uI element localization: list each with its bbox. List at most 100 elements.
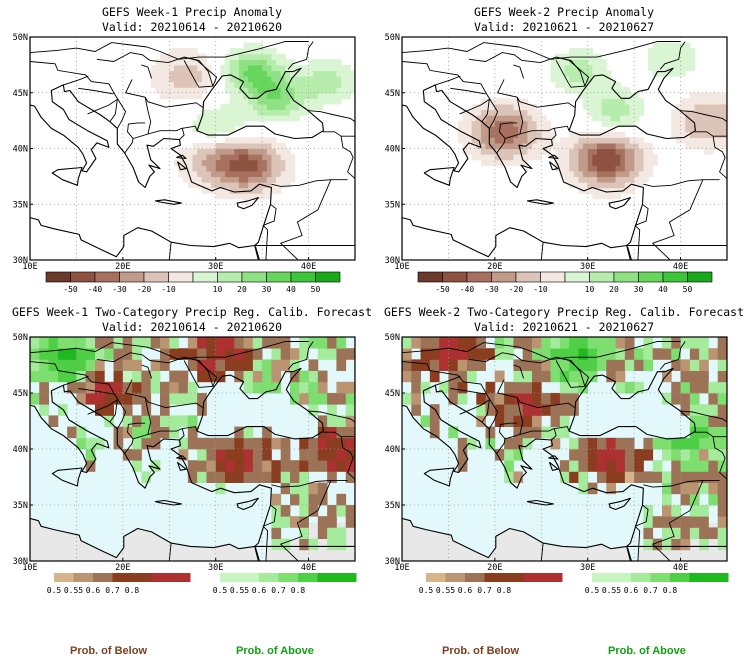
colorbar-label: 0.8 xyxy=(663,586,678,595)
colorbar-swatch xyxy=(45,271,71,283)
panel1-title: GEFS Week-1 Precip Anomaly xyxy=(102,5,282,19)
colorbar-label: 50 xyxy=(311,285,321,294)
colorbars: -50 -40 -30 -20 -10 10 20 30 40 50 -50 -40 -30 -20 -10… xyxy=(45,271,729,595)
lat-tick-label: 45N xyxy=(385,89,400,99)
lat-tick-label: 35N xyxy=(13,501,28,511)
coastline xyxy=(402,37,727,247)
colorbar-label: -30 xyxy=(112,285,127,294)
colorbar-label: -40 xyxy=(88,285,103,294)
lat-tick-label: 50N xyxy=(385,33,400,43)
africa-coast xyxy=(402,217,631,260)
colorbar-label: 0.7 xyxy=(643,586,658,595)
colorbar-swatch xyxy=(466,271,492,283)
lat-tick-label: 30N xyxy=(385,557,400,567)
colorbar-label: -10 xyxy=(161,285,176,294)
africa-coast xyxy=(30,517,259,561)
colorbar-swatch xyxy=(337,573,357,582)
colorbar-label: -20 xyxy=(137,285,152,294)
colorbar-label: 0.6 xyxy=(624,586,639,595)
panel2-map xyxy=(401,36,728,261)
lat-tick-label: 30N xyxy=(13,256,28,266)
colorbar-swatch xyxy=(589,271,615,283)
colorbar-swatch xyxy=(670,573,690,582)
colorbar-swatch xyxy=(540,271,566,283)
colorbar-swatch xyxy=(259,573,279,582)
colorbar-label: -50 xyxy=(435,285,450,294)
lon-tick-label: 20E xyxy=(487,563,502,573)
panel3-title: GEFS Week-1 Two-Category Precip Reg. Cal… xyxy=(12,305,372,319)
colorbar-swatch xyxy=(523,573,543,582)
lon-tick-label: 10E xyxy=(394,262,409,272)
colorbar-label: 50 xyxy=(683,285,693,294)
lon-tick-label: 10E xyxy=(22,563,37,573)
coastline xyxy=(402,337,727,547)
panel1-map xyxy=(29,36,356,261)
missing-data-area xyxy=(402,518,727,561)
colorbar-label: -10 xyxy=(533,285,548,294)
colorbar-label: 0.7 xyxy=(271,586,286,595)
colorbar-label: -30 xyxy=(484,285,499,294)
colorbar-swatch xyxy=(239,573,259,582)
colorbar-label: 40 xyxy=(658,285,668,294)
colorbar-swatch xyxy=(611,573,631,582)
lon-tick-label: 10E xyxy=(22,262,37,272)
colorbar-swatch xyxy=(317,573,337,582)
lon-tick-label: 30E xyxy=(208,563,223,573)
colorbar-label: 0.7 xyxy=(477,586,492,595)
lon-tick-label: 30E xyxy=(580,563,595,573)
colorbar-swatch xyxy=(168,271,194,283)
colorbar-label: 0.8 xyxy=(291,586,306,595)
colorbar-swatch xyxy=(631,573,651,582)
lon-tick-label: 30E xyxy=(580,262,595,272)
colorbar-label: 20 xyxy=(609,285,619,294)
colorbar-swatch xyxy=(119,271,145,283)
lat-tick-label: 35N xyxy=(13,200,28,210)
colorbar-label: 0.5 xyxy=(213,586,228,595)
colorbar-label: 0.5 xyxy=(419,586,434,595)
colorbar-swatch xyxy=(687,271,713,283)
colorbar-label: 40 xyxy=(286,285,296,294)
lon-tick-label: 40E xyxy=(301,563,316,573)
colorbar-label: 0.55 xyxy=(230,586,249,595)
colorbar-label: 30 xyxy=(262,285,272,294)
coastline xyxy=(30,37,355,247)
colorbar-swatch xyxy=(143,271,169,283)
colorbar-swatch xyxy=(543,573,563,582)
colorbar-swatch xyxy=(592,573,612,582)
colorbar-swatch xyxy=(54,573,74,582)
lon-tick-label: 20E xyxy=(115,563,130,573)
black-sea-coast xyxy=(568,367,696,440)
colorbar-swatch xyxy=(241,271,267,283)
colorbar-swatch xyxy=(465,573,485,582)
legend-above-label: Prob. of Above xyxy=(236,645,314,657)
black-sea-coast xyxy=(196,67,324,140)
lat-tick-label: 30N xyxy=(13,557,28,567)
colorbar-swatch xyxy=(70,271,96,283)
lat-tick-label: 45N xyxy=(13,89,28,99)
colorbar-swatch xyxy=(689,573,709,582)
legend-below-label-2: Prob. of Below xyxy=(442,645,519,657)
colorbar-label: 0.6 xyxy=(458,586,473,595)
panel2-title: GEFS Week-2 Precip Anomaly xyxy=(474,5,654,19)
africa-coast xyxy=(30,217,259,260)
lat-tick-label: 50N xyxy=(385,333,400,343)
colorbar-swatch xyxy=(94,271,120,283)
panel3-valid: Valid: 20210614 - 20210620 xyxy=(102,320,282,334)
lon-tick-label: 40E xyxy=(673,563,688,573)
colorbar-swatch xyxy=(638,271,664,283)
black-sea-coast xyxy=(568,67,696,140)
colorbar-swatch xyxy=(315,271,341,283)
colorbar-swatch xyxy=(515,271,541,283)
colorbar-swatch xyxy=(442,271,468,283)
coastline xyxy=(30,337,355,547)
colorbar-swatch xyxy=(709,573,729,582)
colorbar-swatch xyxy=(220,573,240,582)
colorbar-label: -50 xyxy=(63,285,78,294)
colorbar-swatch xyxy=(192,271,218,283)
lat-tick-label: 40N xyxy=(385,445,400,455)
colorbar-label: 20 xyxy=(237,285,247,294)
legend-below-label: Prob. of Below xyxy=(70,645,147,657)
colorbar-swatch xyxy=(73,573,93,582)
colorbar-label: 0.6 xyxy=(86,586,101,595)
lat-tick-label: 40N xyxy=(13,445,28,455)
